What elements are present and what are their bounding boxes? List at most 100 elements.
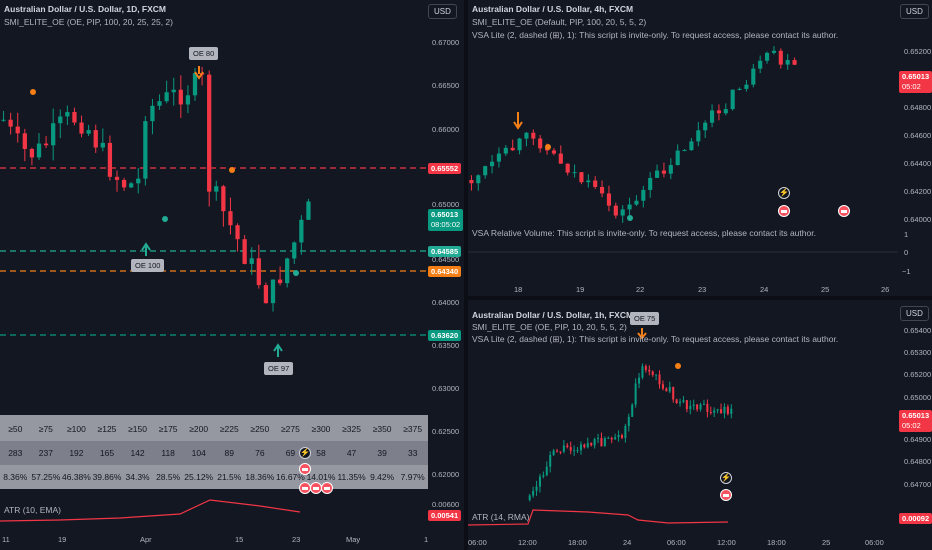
price-tick: 0.65000: [432, 200, 460, 209]
stats-count-cell: 165: [99, 448, 115, 458]
pane-divider-vertical[interactable]: [464, 0, 468, 550]
flag-event-icon[interactable]: [720, 489, 732, 501]
candle-body: [661, 384, 664, 389]
flag-event-icon[interactable]: [299, 463, 311, 475]
candle-body: [192, 73, 198, 96]
currency-button[interactable]: USD: [428, 4, 457, 19]
down-arrow-icon: [513, 112, 523, 130]
candle-body: [689, 405, 692, 410]
currency-button[interactable]: USD: [900, 4, 929, 19]
candle-body: [558, 153, 563, 164]
current-price-tag: 0.65013 08:05:02: [428, 209, 464, 231]
candle-body: [256, 258, 261, 286]
vsa-lite-label[interactable]: VSA Lite (2, dashed (⊞), 1): This script…: [472, 334, 839, 344]
candle-body: [299, 219, 304, 243]
low-level-tag: 0.63620: [428, 330, 462, 341]
candle-body: [634, 200, 639, 205]
candle-body: [583, 444, 586, 448]
flag-event-icon[interactable]: [778, 205, 790, 217]
price-tick: 0.64400: [904, 159, 932, 168]
oe-75-badge[interactable]: OE 75: [630, 312, 660, 325]
currency-button[interactable]: USD: [900, 306, 929, 321]
daily-chart-title: Australian Dollar / U.S. Dollar, 1D, FXC…: [4, 4, 167, 14]
price-tick: 0.65200: [904, 370, 932, 379]
vsa-lite-label[interactable]: VSA Lite (2, dashed (⊞), 1): This script…: [472, 30, 839, 40]
4h-indicator-label[interactable]: SMI_ELITE_OE (Default, PIP, 100, 20, 5, …: [472, 17, 647, 27]
red-level-tag: 0.65552: [428, 163, 462, 174]
candle-body: [51, 123, 56, 146]
4h-candles-canvas[interactable]: [468, 0, 932, 296]
candle-body: [658, 374, 661, 385]
candle-body: [150, 105, 155, 122]
flag-event-icon[interactable]: [838, 205, 850, 217]
signal-dot: [627, 215, 633, 221]
1h-candles-canvas[interactable]: [468, 300, 932, 550]
stats-count-cell: 237: [38, 448, 53, 458]
price-tick: 0.66500: [432, 81, 460, 90]
orange-level-tag: 0.64340: [428, 266, 462, 277]
signal-dot: [30, 89, 36, 95]
candle-body: [624, 426, 627, 438]
lightning-icon[interactable]: ⚡: [299, 447, 311, 459]
candle-body: [277, 279, 283, 284]
chart-pane-4h[interactable]: Australian Dollar / U.S. Dollar, 4h, FXC…: [468, 0, 932, 296]
oe-97-badge[interactable]: OE 97: [264, 362, 294, 375]
atr-label[interactable]: ATR (10, EMA): [4, 505, 61, 515]
candle-body: [136, 178, 141, 184]
candle-body: [620, 435, 623, 438]
candle-body: [627, 204, 632, 210]
time-tick: 18: [514, 285, 523, 294]
stats-header-cell: ≥125: [97, 424, 117, 434]
candle-body: [8, 119, 13, 127]
candle-body: [655, 374, 658, 376]
oe-80-badge[interactable]: OE 80: [189, 47, 219, 60]
stats-count-cell: 142: [130, 448, 145, 458]
stats-count-row: 283 237 192 165 142 118 104 89 76 69 58 47 39 33: [0, 441, 428, 465]
price-tick: 0.62500: [432, 427, 460, 436]
candle-body: [737, 88, 742, 90]
candle-body: [531, 132, 536, 139]
price-tick: 0.64600: [904, 131, 932, 140]
chart-pane-daily[interactable]: Australian Dollar / U.S. Dollar, 1D, FXC…: [0, 0, 464, 550]
candle-body: [221, 186, 226, 212]
lightning-icon[interactable]: ⚡: [720, 472, 732, 484]
chart-pane-1h[interactable]: Australian Dollar / U.S. Dollar, 1h, FXC…: [468, 300, 932, 550]
stats-count-cell: 58: [316, 448, 326, 458]
candle-body: [576, 450, 579, 452]
daily-candles-canvas[interactable]: [0, 0, 464, 550]
price-tick: 0.64700: [904, 480, 932, 489]
signal-dot: [229, 167, 235, 173]
candle-body: [685, 400, 688, 410]
time-tick: 11: [2, 535, 10, 544]
candle-body: [702, 403, 705, 405]
stats-percent-cell: 14.01%: [306, 472, 336, 482]
candle-body: [270, 279, 276, 304]
candle-body: [535, 486, 538, 491]
flag-event-icon[interactable]: [321, 482, 333, 494]
atr-label[interactable]: ATR (14, RMA): [472, 512, 530, 522]
candle-body: [565, 163, 570, 173]
oe-100-badge[interactable]: OE 100: [131, 259, 165, 272]
candle-body: [600, 186, 605, 194]
stats-percent-cell: 7.97%: [400, 472, 425, 482]
candle-body: [517, 138, 522, 151]
countdown: 05:02: [902, 82, 921, 91]
candle-body: [572, 172, 577, 174]
stats-count-cell: 69: [285, 448, 296, 458]
candle-body: [93, 130, 98, 148]
countdown: 08:05:02: [431, 220, 461, 229]
candle-body: [15, 126, 20, 134]
stats-header-cell: ≥275: [280, 424, 300, 434]
1h-indicator-label[interactable]: SMI_ELITE_OE (OE, PIP, 10, 20, 5, 5, 2): [472, 322, 627, 332]
stats-count-cell: 118: [161, 448, 175, 458]
candle-body: [597, 438, 600, 440]
daily-indicator-label[interactable]: SMI_ELITE_OE (OE, PIP, 100, 20, 25, 25, …: [4, 17, 173, 27]
current-price: 0.65013: [902, 72, 930, 81]
lightning-icon[interactable]: ⚡: [778, 187, 790, 199]
stats-header-cell: ≥175: [158, 424, 178, 434]
candle-body: [710, 110, 715, 123]
price-tick: 0.64000: [904, 215, 932, 224]
pane-divider-horizontal[interactable]: [468, 296, 932, 300]
vsa-volume-label[interactable]: VSA Relative Volume: This script is invi…: [472, 228, 816, 238]
flag-event-icon[interactable]: [299, 482, 311, 494]
